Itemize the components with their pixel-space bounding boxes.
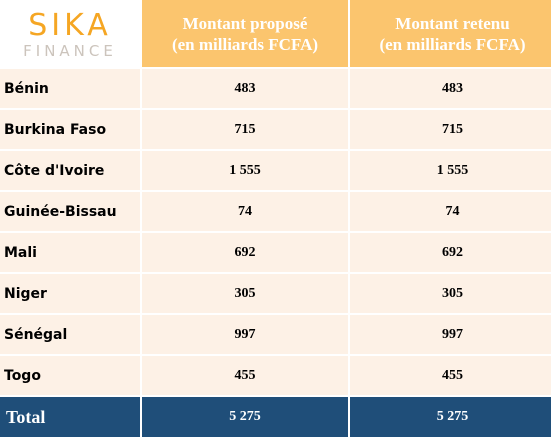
row-retained-togo: 455: [350, 356, 551, 397]
row-proposed-guinee-bissau: 74: [142, 192, 348, 233]
row-retained-burkina-faso: 715: [350, 110, 551, 151]
row-proposed-senegal: 997: [142, 315, 348, 356]
row-country-togo: Togo: [0, 356, 140, 397]
row-country-senegal: Sénégal: [0, 315, 140, 356]
total-proposed: 5 275: [142, 397, 348, 437]
row-country-cote-divoire: Côte d'Ivoire: [0, 151, 140, 192]
row-proposed-cote-divoire: 1 555: [142, 151, 348, 192]
header-retained-line2: (en milliards FCFA): [379, 34, 526, 54]
row-proposed-burkina-faso: 715: [142, 110, 348, 151]
row-proposed-benin: 483: [142, 69, 348, 110]
row-retained-senegal: 997: [350, 315, 551, 356]
header-retained-line1: Montant retenu: [395, 13, 510, 33]
row-country-burkina-faso: Burkina Faso: [0, 110, 140, 151]
row-retained-mali: 692: [350, 233, 551, 274]
header-retained-amount: Montant retenu (en milliards FCFA): [350, 0, 551, 69]
row-country-niger: Niger: [0, 274, 140, 315]
total-retained: 5 275: [350, 397, 551, 437]
row-proposed-mali: 692: [142, 233, 348, 274]
logo-brand-bottom: FINANCE: [23, 42, 117, 60]
logo-brand-top: SIKA: [28, 8, 112, 43]
row-retained-cote-divoire: 1 555: [350, 151, 551, 192]
row-proposed-niger: 305: [142, 274, 348, 315]
header-proposed-line2: (en milliards FCFA): [171, 34, 319, 54]
row-retained-niger: 305: [350, 274, 551, 315]
total-label: Total: [0, 397, 140, 437]
row-retained-benin: 483: [350, 69, 551, 110]
row-retained-guinee-bissau: 74: [350, 192, 551, 233]
header-proposed-line1: Montant proposé: [182, 13, 308, 33]
header-proposed-amount: Montant proposé (en milliards FCFA): [142, 0, 348, 69]
row-country-benin: Bénin: [0, 69, 140, 110]
sika-finance-logo: SIKA FINANCE: [0, 0, 140, 69]
row-country-guinee-bissau: Guinée-Bissau: [0, 192, 140, 233]
row-country-mali: Mali: [0, 233, 140, 274]
row-proposed-togo: 455: [142, 356, 348, 397]
